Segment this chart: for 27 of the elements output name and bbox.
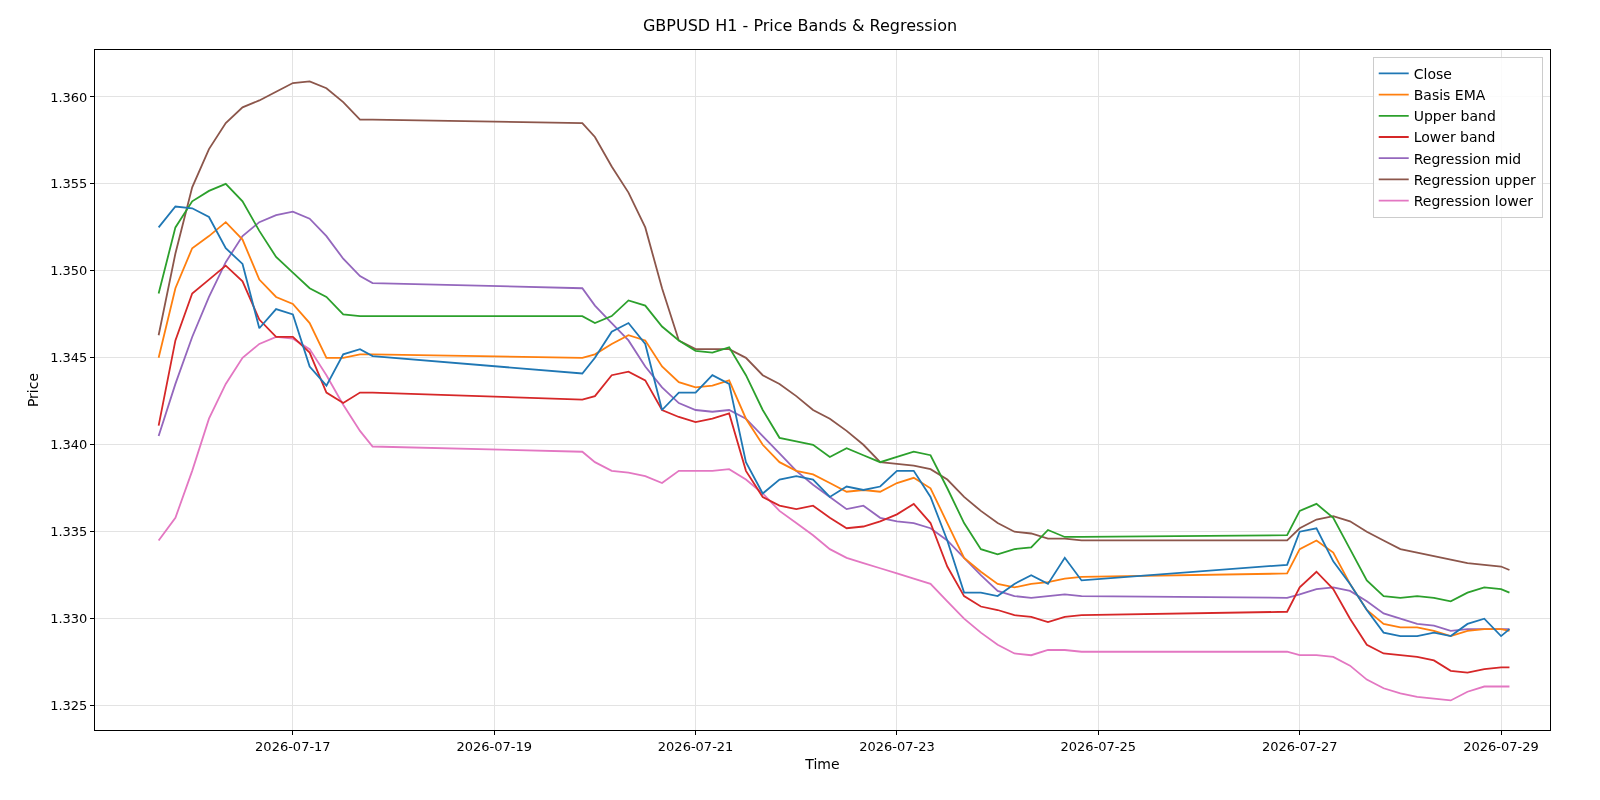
x-tick-label: 2026-07-27 <box>1261 738 1338 754</box>
y-tick-label: 1.325 <box>50 698 88 714</box>
legend-label: Upper band <box>1413 108 1496 125</box>
y-tick-label: 1.330 <box>50 611 88 627</box>
y-tick-label: 1.335 <box>50 524 88 540</box>
y-tick-label: 1.340 <box>50 437 88 453</box>
x-axis-title: Time <box>804 755 840 772</box>
legend-label: Close <box>1413 65 1452 82</box>
x-tick-label: 2026-07-19 <box>456 738 533 754</box>
y-tick-label: 1.345 <box>50 350 88 366</box>
x-tick-label: 2026-07-29 <box>1463 738 1539 754</box>
line-series <box>157 264 1511 674</box>
y-axis-title: Price <box>24 372 41 408</box>
legend-label: Basis EMA <box>1413 87 1486 104</box>
x-tick-label: 2026-07-17 <box>255 738 331 754</box>
x-tick-label: 2026-07-21 <box>657 738 734 754</box>
legend-label: Regression lower <box>1413 193 1534 210</box>
legend-label: Regression upper <box>1413 171 1537 188</box>
legend-label: Lower band <box>1413 129 1496 146</box>
y-tick-label: 1.355 <box>50 176 88 192</box>
y-tick-label: 1.360 <box>50 89 88 105</box>
x-tick-label: 2026-07-25 <box>1060 738 1137 754</box>
x-tick-label: 2026-07-23 <box>859 738 935 754</box>
y-tick-label: 1.350 <box>50 263 88 279</box>
line-series <box>157 336 1511 702</box>
chart-title: GBPUSD H1 - Price Bands & Regression <box>642 16 958 36</box>
legend-label: Regression mid <box>1413 150 1522 167</box>
